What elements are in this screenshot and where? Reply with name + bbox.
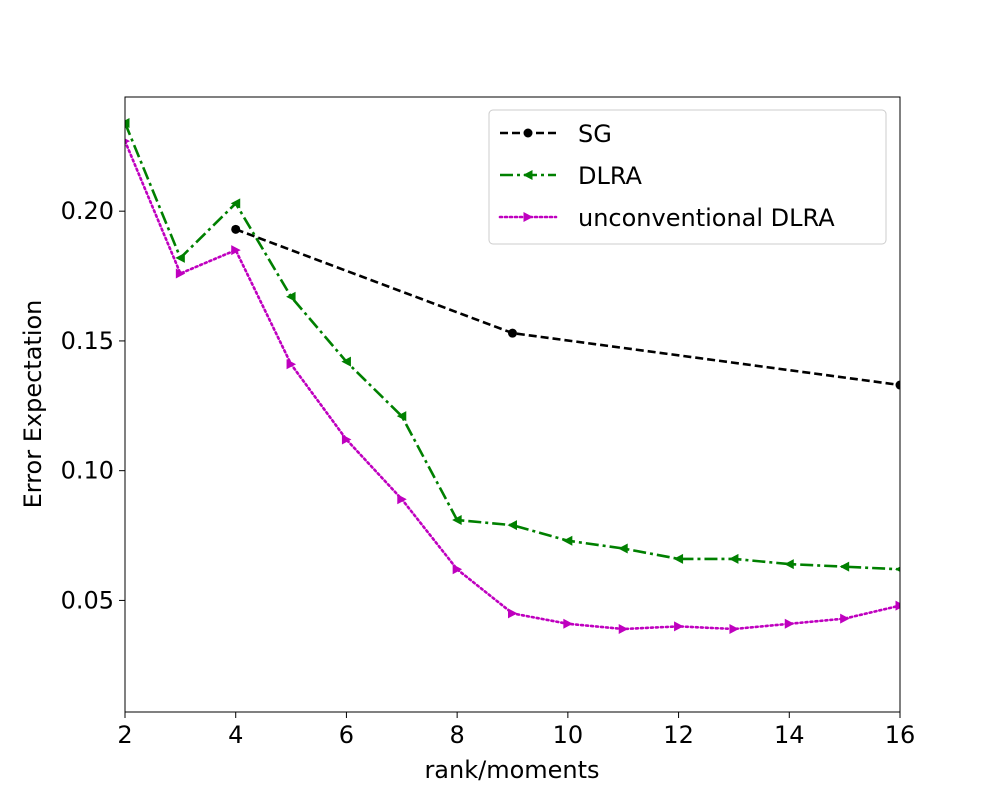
legend-marker-1 — [523, 170, 533, 180]
plot-area — [125, 117, 900, 634]
series-line-1 — [125, 122, 900, 571]
y-tick-label-0: 0.05 — [61, 586, 114, 614]
series-1-point-7 — [507, 520, 517, 531]
series-1-point-9 — [618, 543, 628, 554]
legend-marker-0 — [523, 128, 533, 138]
axes: 2 4 6 8 10 12 14 16 0.05 0.10 0.15 0.20 — [61, 96, 916, 749]
series-2-point-6 — [452, 564, 463, 575]
x-tick-label-2: 6 — [339, 721, 354, 749]
axes-frame — [124, 96, 901, 713]
x-tick-label-0: 2 — [117, 721, 132, 749]
series-0-point-0 — [231, 224, 241, 234]
series-1-point-12 — [784, 559, 794, 570]
series-2-point-0 — [125, 138, 130, 144]
legend-label-1: DLRA — [578, 162, 643, 190]
legend-box — [488, 109, 887, 245]
x-tick-label-6: 14 — [774, 721, 805, 749]
x-tick-label-5: 12 — [663, 721, 694, 749]
y-tick-label-2: 0.15 — [61, 327, 114, 355]
series-2-point-13 — [840, 613, 850, 624]
series-1-point-0 — [125, 117, 130, 128]
x-tick-label-1: 4 — [228, 721, 243, 749]
series-1-point-13 — [839, 561, 850, 572]
x-tick-label-3: 8 — [450, 721, 465, 749]
legend-marker-2 — [523, 212, 533, 222]
legend: SG DLRA unconventional DLRA — [488, 109, 887, 245]
series-1-point-5 — [396, 411, 407, 422]
series-1-point-6 — [452, 514, 462, 525]
y-axis-label: Error Expectation — [19, 300, 47, 509]
series-0-point-1 — [508, 328, 517, 338]
x-axis-label: rank/moments — [424, 756, 599, 784]
legend-label-0: SG — [578, 120, 612, 148]
series-1-point-11 — [728, 553, 739, 564]
y-tick-label-1: 0.10 — [61, 457, 114, 485]
legend-label-2: unconventional DLRA — [578, 204, 835, 232]
series-1-point-4 — [341, 356, 351, 367]
series-1-point-14 — [895, 566, 900, 572]
series-2-point-14 — [895, 600, 900, 611]
series-2-point-3 — [286, 359, 297, 370]
series-2-point-4 — [341, 434, 352, 445]
x-tick-label-4: 10 — [553, 721, 584, 749]
series-2-point-11 — [729, 623, 739, 634]
y-tick-label-3: 0.20 — [61, 197, 114, 225]
series-0-point-2 — [895, 380, 900, 390]
series-1-point-2 — [230, 198, 241, 209]
series-2-point-9 — [618, 623, 629, 634]
series-2-point-7 — [508, 608, 518, 619]
series-2-point-12 — [784, 618, 795, 629]
series-1-point-1 — [175, 252, 185, 263]
x-tick-label-7: 16 — [885, 721, 916, 749]
series-2-point-2 — [231, 245, 241, 256]
series-group — [125, 117, 900, 634]
series-1-point-10 — [673, 553, 684, 564]
series-2-point-1 — [175, 268, 186, 279]
series-1-point-8 — [562, 535, 573, 546]
series-2-point-5 — [397, 494, 407, 505]
series-2-point-8 — [563, 618, 573, 629]
series-1-point-3 — [286, 291, 296, 302]
series-line-0 — [235, 228, 900, 387]
series-2-point-10 — [674, 621, 684, 632]
